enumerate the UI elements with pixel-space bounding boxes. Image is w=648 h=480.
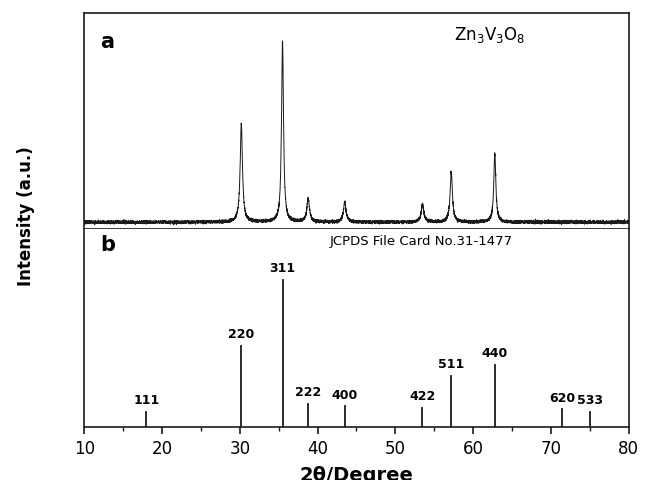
Text: 620: 620	[550, 391, 575, 404]
Text: a: a	[100, 32, 115, 51]
Text: 311: 311	[270, 262, 295, 275]
X-axis label: 2θ/Degree: 2θ/Degree	[299, 465, 413, 480]
Text: 422: 422	[410, 389, 435, 402]
Text: 533: 533	[577, 394, 603, 407]
Text: JCPDS File Card No.31-1477: JCPDS File Card No.31-1477	[329, 235, 513, 248]
Text: 111: 111	[133, 394, 159, 407]
Text: b: b	[100, 235, 115, 255]
Text: 220: 220	[228, 328, 255, 341]
Text: 440: 440	[481, 347, 508, 360]
Text: Intensity (a.u.): Intensity (a.u.)	[17, 146, 35, 286]
Text: 511: 511	[438, 357, 465, 370]
Text: 400: 400	[332, 388, 358, 401]
Text: $\mathregular{Zn_3V_3O_8}$: $\mathregular{Zn_3V_3O_8}$	[454, 25, 526, 45]
Text: 222: 222	[295, 385, 321, 398]
